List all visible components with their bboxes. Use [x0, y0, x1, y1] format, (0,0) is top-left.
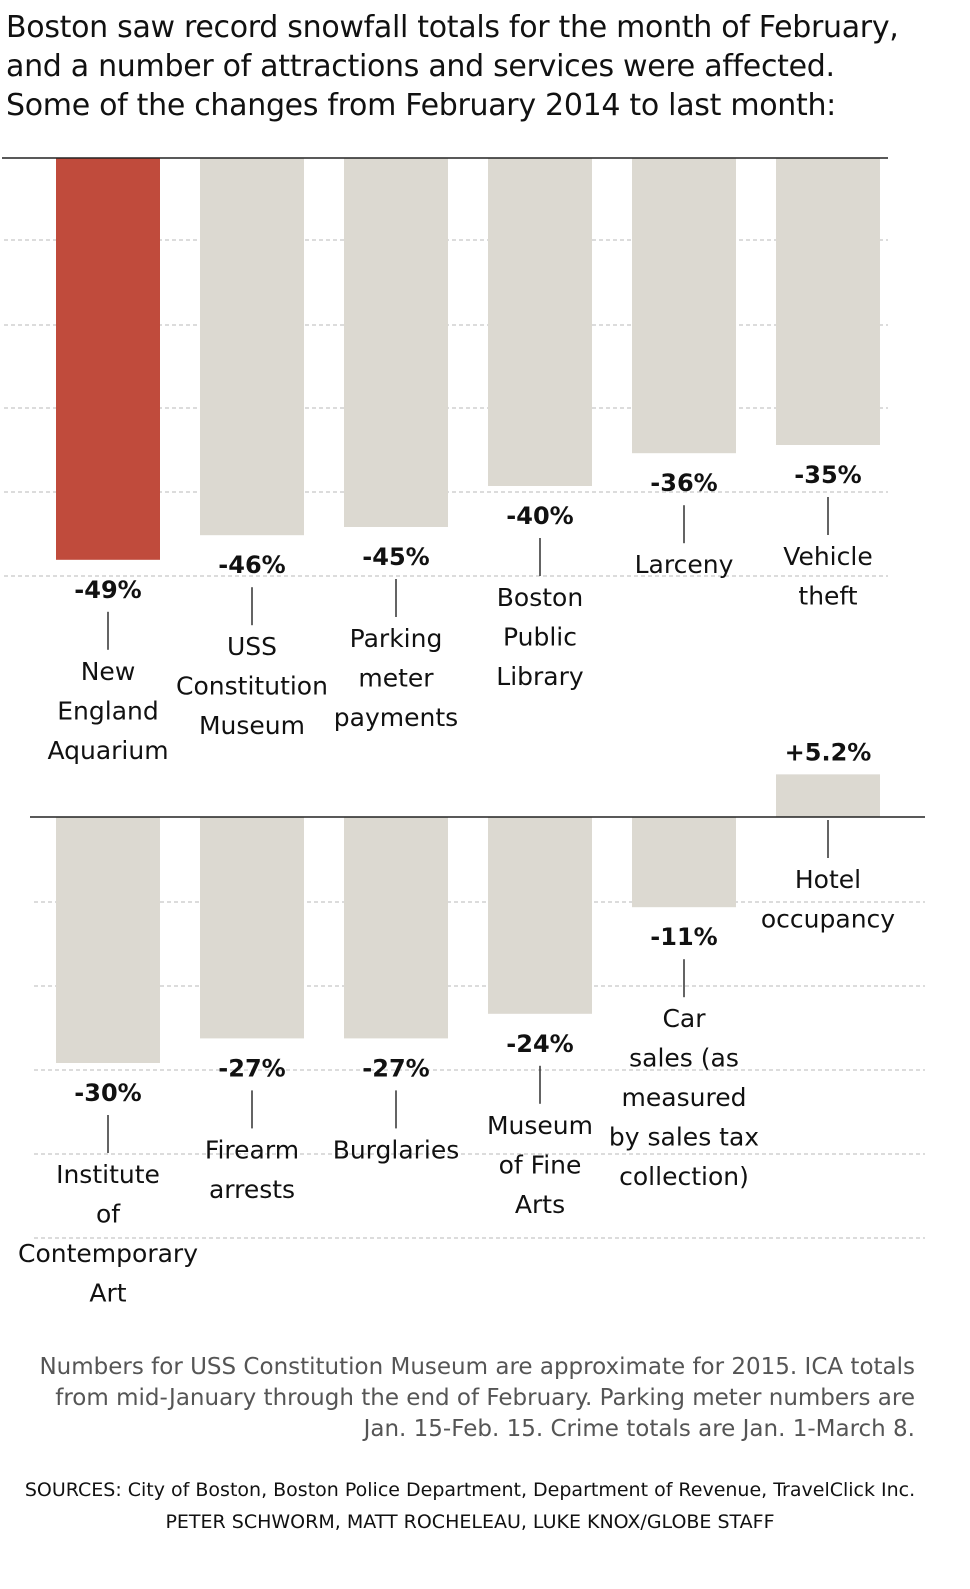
- category-label: by sales tax: [609, 1123, 759, 1152]
- value-label: -24%: [506, 1030, 573, 1058]
- category-label: Institute: [56, 1160, 160, 1189]
- bar: [56, 158, 160, 560]
- chart-panel-1: -49% New England Aquarium -46% USS Constitutio…: [2, 157, 888, 765]
- category-label: Car: [662, 1004, 706, 1033]
- bar: [344, 817, 448, 1039]
- category-label: Aquarium: [47, 736, 168, 765]
- intro-text: Boston saw record snowfall totals for th…: [6, 8, 966, 125]
- category-label: Vehicle: [783, 542, 872, 571]
- category-label: meter: [358, 664, 434, 693]
- bar: [200, 158, 304, 536]
- footnotes: Numbers for USS Constitution Museum are …: [10, 1352, 915, 1445]
- category-label: of: [96, 1200, 121, 1229]
- value-label: -46%: [218, 551, 285, 579]
- category-label: Library: [496, 662, 584, 691]
- sources-line: SOURCES: City of Boston, Boston Police D…: [24, 1479, 916, 1501]
- bar: [488, 817, 592, 1014]
- bar: [632, 817, 736, 908]
- bar: [56, 817, 160, 1063]
- footnote-line: Numbers for USS Constitution Museum are …: [39, 1354, 915, 1380]
- category-label: Art: [89, 1279, 126, 1308]
- intro-line: Boston saw record snowfall totals for th…: [6, 10, 899, 45]
- category-label: Constitution: [176, 672, 328, 701]
- value-label: +5.2%: [785, 738, 872, 766]
- category-label: England: [57, 696, 159, 725]
- bar: [200, 817, 304, 1039]
- category-label: theft: [798, 582, 857, 611]
- category-label: Public: [503, 623, 577, 652]
- bar: [488, 158, 592, 486]
- intro-line: and a number of attractions and services…: [6, 49, 835, 84]
- category-label: collection): [619, 1162, 749, 1191]
- category-label: of Fine: [499, 1150, 582, 1179]
- category-label: Hotel: [795, 865, 861, 894]
- value-label: -40%: [506, 502, 573, 530]
- category-label: Museum: [199, 711, 305, 740]
- category-label: Burglaries: [333, 1135, 460, 1164]
- category-label: Arts: [515, 1190, 565, 1219]
- chart-panel-2: -30% Institute of Contemporary Art -27% Firear…: [18, 738, 925, 1308]
- bar: [344, 158, 448, 527]
- footnote-line: Jan. 15-Feb. 15. Crime totals are Jan. 1…: [363, 1416, 915, 1442]
- value-label: -35%: [794, 461, 861, 489]
- category-label: occupancy: [761, 905, 895, 934]
- value-label: -30%: [74, 1079, 141, 1107]
- category-label: Museum: [487, 1111, 593, 1140]
- category-label: arrests: [209, 1175, 295, 1204]
- category-label: sales (as: [629, 1044, 739, 1073]
- footnote-line: from mid-January through the end of Febr…: [55, 1385, 915, 1411]
- category-label: Firearm: [205, 1135, 299, 1164]
- value-label: -49%: [74, 576, 141, 604]
- value-label: -45%: [362, 543, 429, 571]
- value-label: -11%: [650, 923, 717, 951]
- category-label: Parking: [350, 624, 443, 653]
- category-label: measured: [622, 1083, 747, 1112]
- bar: [776, 158, 880, 445]
- category-label: USS: [227, 632, 277, 661]
- category-label: Contemporary: [18, 1239, 198, 1268]
- value-label: -27%: [218, 1054, 285, 1082]
- value-label: -36%: [650, 469, 717, 497]
- category-label: Boston: [497, 583, 583, 612]
- category-label: payments: [334, 703, 458, 732]
- category-label: New: [81, 657, 136, 686]
- credits: SOURCES: City of Boston, Boston Police D…: [0, 1474, 940, 1538]
- bar: [776, 774, 880, 817]
- bar: [632, 158, 736, 454]
- credit-line: PETER SCHWORM, MATT ROCHELEAU, LUKE KNOX…: [165, 1511, 775, 1533]
- value-label: -27%: [362, 1054, 429, 1082]
- intro-line: Some of the changes from February 2014 t…: [6, 88, 836, 123]
- category-label: Larceny: [635, 550, 734, 579]
